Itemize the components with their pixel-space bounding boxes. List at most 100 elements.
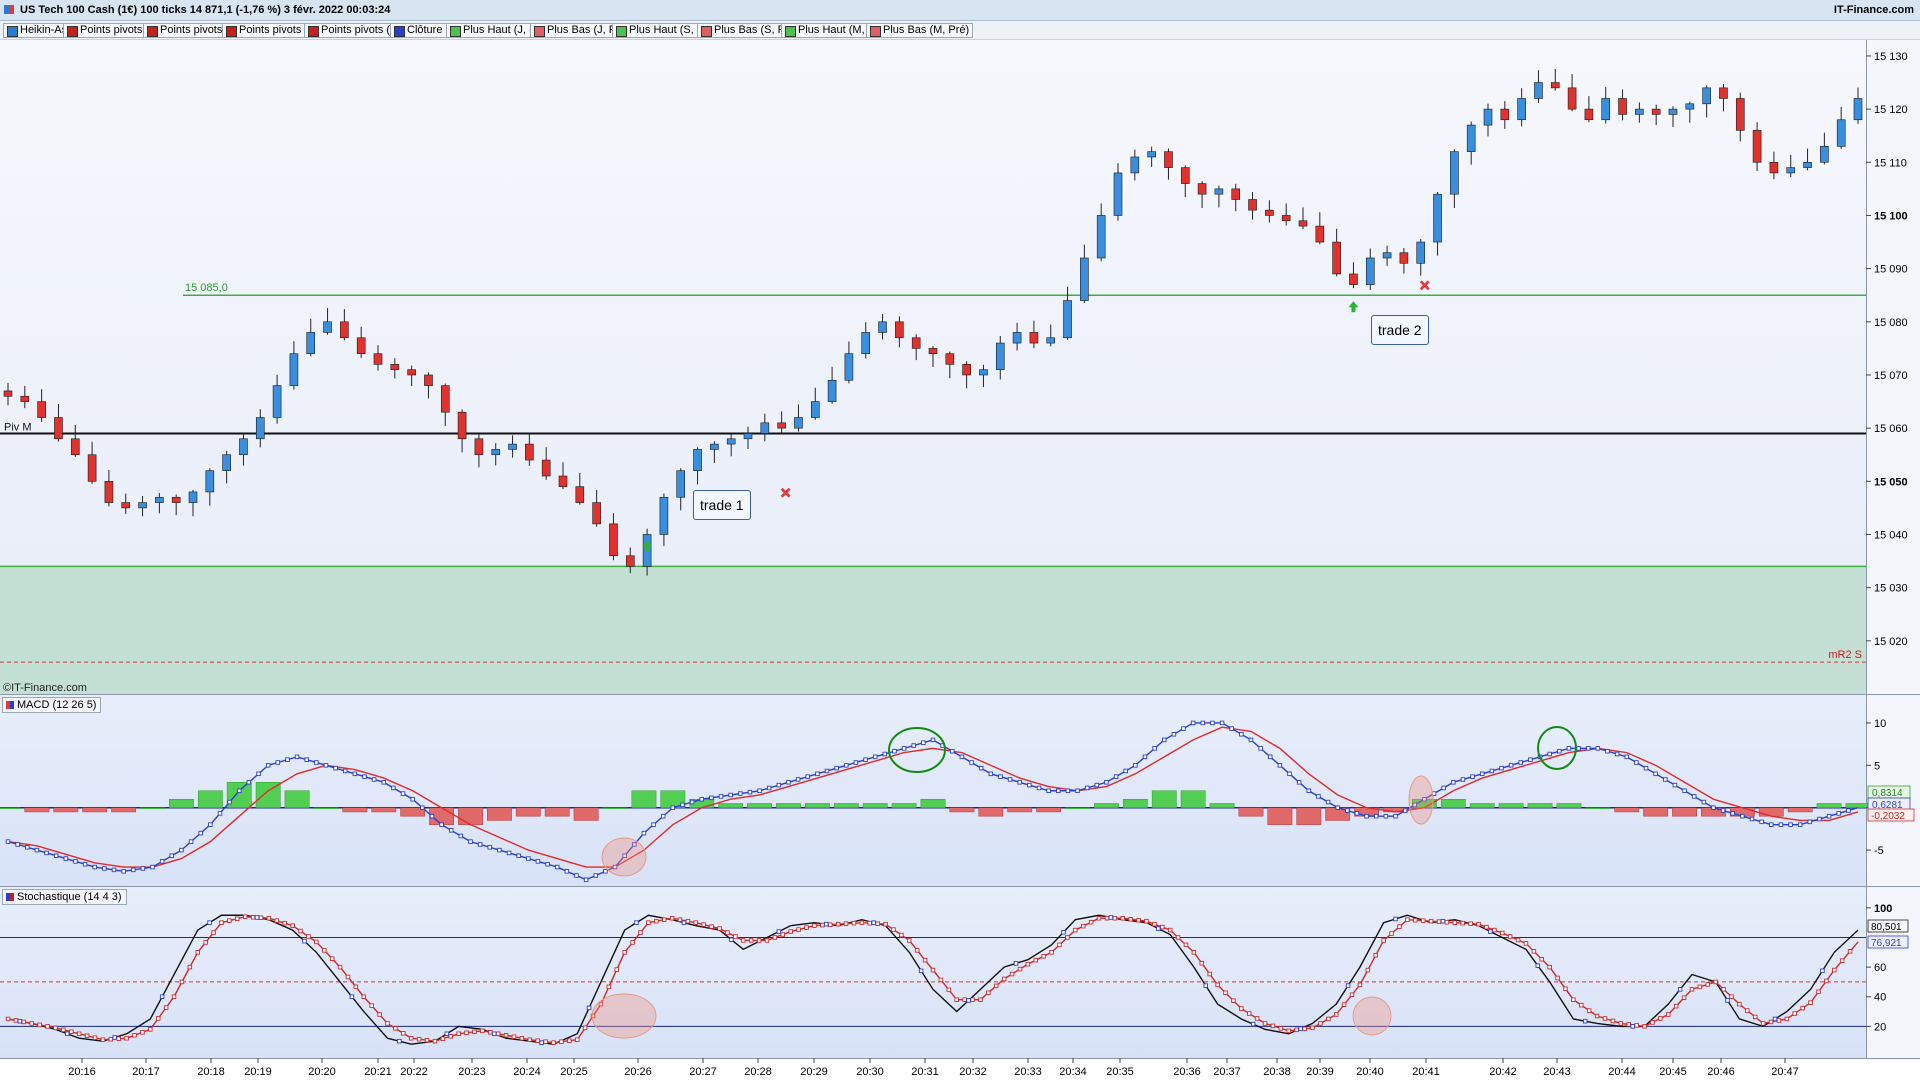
candle[interactable] xyxy=(575,486,585,503)
candle[interactable] xyxy=(1113,172,1123,216)
candle[interactable] xyxy=(1820,146,1829,163)
candle[interactable] xyxy=(827,379,837,402)
candle[interactable] xyxy=(760,422,770,434)
candle[interactable] xyxy=(1752,130,1762,163)
candle[interactable] xyxy=(289,353,299,386)
candle[interactable] xyxy=(20,395,30,402)
candle[interactable] xyxy=(558,475,568,487)
candle[interactable] xyxy=(1584,108,1594,121)
candle[interactable] xyxy=(323,321,332,333)
price-panel[interactable]: mR2 S 15 085,0 Piv M 15 020 15 030 15 040 15 0… xyxy=(0,51,1908,694)
legend-item-5[interactable]: Points pivots (4h) xyxy=(304,23,410,38)
trade-1-label[interactable]: trade 1 xyxy=(693,490,751,520)
candle[interactable] xyxy=(1382,252,1392,259)
candle[interactable] xyxy=(1853,98,1863,121)
candle[interactable] xyxy=(1433,193,1442,243)
candle[interactable] xyxy=(1197,183,1207,195)
candle[interactable] xyxy=(525,443,534,461)
candle[interactable] xyxy=(87,454,97,482)
candle[interactable] xyxy=(1180,167,1190,184)
candle[interactable] xyxy=(1601,98,1611,121)
candle[interactable] xyxy=(1550,82,1560,89)
candle[interactable] xyxy=(1719,87,1728,99)
candle[interactable] xyxy=(979,369,988,376)
candle[interactable] xyxy=(911,337,921,349)
candle[interactable] xyxy=(424,374,433,386)
legend-item-8[interactable]: Plus Bas (J, Pré) xyxy=(530,23,634,38)
candle[interactable] xyxy=(659,496,669,535)
candle[interactable] xyxy=(1298,220,1308,227)
candle[interactable] xyxy=(810,401,820,418)
candle[interactable] xyxy=(474,438,484,456)
candle[interactable] xyxy=(1567,87,1577,110)
candle[interactable] xyxy=(1769,161,1779,174)
candle[interactable] xyxy=(1702,87,1711,105)
candle[interactable] xyxy=(1685,103,1695,110)
candle[interactable] xyxy=(1450,151,1459,195)
candle[interactable] xyxy=(1332,241,1341,275)
candle[interactable] xyxy=(1365,257,1375,285)
candle[interactable] xyxy=(104,481,114,503)
candle[interactable] xyxy=(1349,273,1358,285)
candle[interactable] xyxy=(710,443,719,450)
candle[interactable] xyxy=(255,417,265,440)
candle[interactable] xyxy=(625,555,635,567)
candle[interactable] xyxy=(171,496,181,503)
candle[interactable] xyxy=(1164,151,1173,168)
candle[interactable] xyxy=(70,438,80,456)
candle[interactable] xyxy=(1281,215,1291,222)
legend-item-4[interactable]: Points pivots (M) xyxy=(222,23,325,38)
candle[interactable] xyxy=(306,332,316,355)
legend-item-6[interactable]: Clôture (J) xyxy=(390,23,463,38)
candle[interactable] xyxy=(121,502,131,509)
candle[interactable] xyxy=(440,385,450,413)
legend-item-12[interactable]: Plus Bas (M, Pré) xyxy=(866,23,974,38)
candle[interactable] xyxy=(1214,188,1224,195)
candle[interactable] xyxy=(777,422,786,429)
legend-item-7[interactable]: Plus Haut (J, Pré) xyxy=(446,23,554,38)
candle[interactable] xyxy=(1012,332,1022,344)
legend-item-11[interactable]: Plus Haut (M, Pré) xyxy=(781,23,893,38)
legend-item-3[interactable]: Points pivots (S) xyxy=(143,23,245,38)
candle[interactable] xyxy=(1466,124,1476,152)
candle[interactable] xyxy=(895,321,904,339)
candle[interactable] xyxy=(1668,108,1678,115)
candle[interactable] xyxy=(1248,199,1257,211)
candle[interactable] xyxy=(592,502,601,525)
brand-label[interactable]: IT-Finance.com xyxy=(1833,4,1914,16)
candle[interactable] xyxy=(1786,167,1796,174)
candle[interactable] xyxy=(945,353,955,365)
candle[interactable] xyxy=(1618,98,1627,115)
candle[interactable] xyxy=(844,353,854,381)
candle[interactable] xyxy=(373,353,383,365)
candle[interactable] xyxy=(1483,108,1493,126)
candle[interactable] xyxy=(340,321,349,339)
candle[interactable] xyxy=(188,491,198,503)
candle[interactable] xyxy=(54,417,63,440)
legend-item-9[interactable]: Plus Haut (S, Pré) xyxy=(612,23,722,38)
candle[interactable] xyxy=(1651,108,1661,115)
candle[interactable] xyxy=(457,411,467,440)
candle[interactable] xyxy=(356,337,366,355)
candle[interactable] xyxy=(1265,209,1274,216)
candle[interactable] xyxy=(928,348,938,355)
candle[interactable] xyxy=(1500,108,1510,121)
candle[interactable] xyxy=(1803,161,1812,168)
candle[interactable] xyxy=(1130,156,1140,174)
candle[interactable] xyxy=(1029,332,1039,344)
candle[interactable] xyxy=(1836,119,1846,147)
candle[interactable] xyxy=(1080,257,1089,301)
candle[interactable] xyxy=(609,523,618,557)
candle[interactable] xyxy=(508,443,517,450)
candle[interactable] xyxy=(794,417,803,429)
candle[interactable] xyxy=(1635,108,1644,115)
candle[interactable] xyxy=(1399,252,1409,264)
candle[interactable] xyxy=(1416,241,1426,264)
candle[interactable] xyxy=(390,364,400,370)
candle[interactable] xyxy=(995,342,1005,370)
candle[interactable] xyxy=(962,364,971,376)
candle[interactable] xyxy=(541,459,551,477)
trade-2-label[interactable]: trade 2 xyxy=(1371,315,1429,345)
candle[interactable] xyxy=(1735,98,1745,131)
stoch-panel[interactable]: 20 40 60 100 80,501 76,921 xyxy=(0,903,1909,1045)
